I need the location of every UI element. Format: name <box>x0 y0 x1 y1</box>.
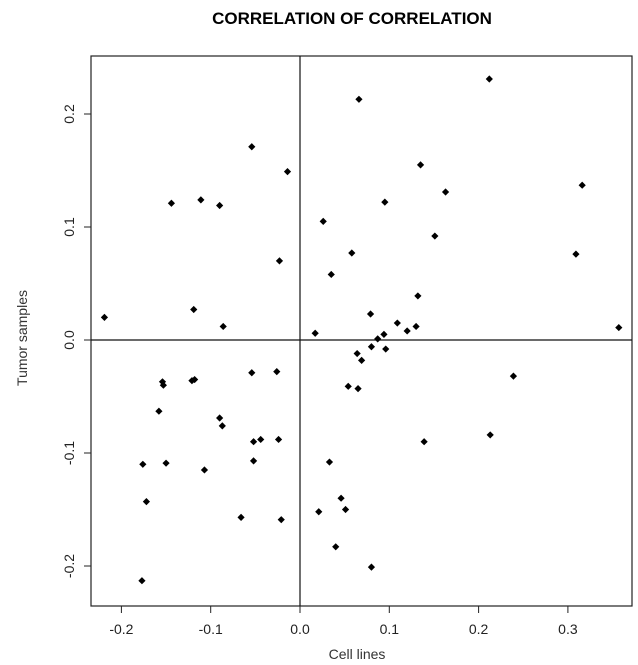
data-point <box>257 435 265 444</box>
data-points <box>100 75 623 585</box>
data-point <box>382 345 390 353</box>
data-point <box>412 322 420 331</box>
data-point <box>374 335 382 343</box>
data-point <box>354 384 362 393</box>
data-point <box>615 323 623 332</box>
data-point <box>219 322 227 331</box>
data-point <box>332 543 340 551</box>
data-point <box>277 516 285 524</box>
data-point <box>188 377 196 385</box>
y-tick-label: -0.1 <box>61 441 77 465</box>
data-point <box>138 577 146 585</box>
y-tick-label: 0.1 <box>61 217 77 237</box>
x-tick-label: 0.1 <box>380 621 400 637</box>
data-point <box>142 497 151 506</box>
data-point <box>367 343 376 351</box>
data-point <box>283 168 292 176</box>
data-point <box>578 181 586 189</box>
y-tick-label: -0.2 <box>61 554 77 578</box>
data-point <box>315 508 323 516</box>
data-point <box>139 460 147 468</box>
x-tick-label: -0.1 <box>199 621 223 637</box>
data-point <box>248 369 256 377</box>
y-tick-label: 0.2 <box>61 104 77 124</box>
data-point <box>414 292 422 300</box>
data-point <box>311 329 319 337</box>
data-point <box>327 270 335 279</box>
reference-lines <box>91 56 632 606</box>
data-point <box>341 505 350 514</box>
data-point <box>237 513 245 522</box>
data-point <box>100 313 109 321</box>
y-axis: -0.2 -0.1 0.0 0.1 0.2 <box>61 104 91 578</box>
data-point <box>441 188 450 196</box>
x-axis: -0.2 -0.1 0.0 0.1 0.2 0.3 <box>109 606 578 637</box>
x-tick-label: 0.0 <box>290 621 310 637</box>
data-point <box>216 201 224 210</box>
data-point <box>486 431 494 439</box>
data-point <box>380 330 388 338</box>
x-tick-label: 0.2 <box>469 621 489 637</box>
data-point <box>191 375 199 384</box>
data-point <box>248 143 256 151</box>
data-point <box>403 327 411 335</box>
data-point <box>162 459 170 467</box>
data-point <box>485 75 493 83</box>
data-point <box>367 563 376 571</box>
data-point <box>319 217 327 225</box>
data-point <box>249 438 258 446</box>
data-point <box>200 466 209 474</box>
data-point <box>275 257 284 265</box>
data-point <box>366 310 375 318</box>
data-point <box>325 458 334 466</box>
data-point <box>509 372 518 380</box>
data-point <box>572 250 580 258</box>
data-point <box>355 95 363 103</box>
data-point <box>218 422 226 430</box>
data-point <box>431 232 439 240</box>
x-axis-label: Cell lines <box>329 646 386 662</box>
data-point <box>190 305 198 314</box>
data-point <box>358 356 366 364</box>
y-axis-label: Tumor samples <box>14 290 30 386</box>
data-point <box>216 414 224 422</box>
y-tick-label: 0.0 <box>61 330 77 350</box>
x-tick-label: -0.2 <box>109 621 133 637</box>
x-tick-label: 0.3 <box>558 621 578 637</box>
data-point <box>353 349 361 358</box>
data-point <box>337 494 345 502</box>
data-point <box>348 249 356 257</box>
data-point <box>393 319 401 327</box>
data-point <box>274 435 283 444</box>
data-point <box>416 161 425 169</box>
data-point <box>155 407 163 415</box>
data-point <box>249 457 258 465</box>
data-point <box>159 381 167 389</box>
data-point <box>381 198 389 206</box>
data-point <box>197 196 205 204</box>
data-point <box>273 368 281 376</box>
plot-frame <box>90 55 633 607</box>
data-point <box>420 438 428 446</box>
data-point <box>344 382 352 390</box>
data-point <box>167 199 176 207</box>
chart-title: CORRELATION OF CORRELATION <box>212 9 492 28</box>
